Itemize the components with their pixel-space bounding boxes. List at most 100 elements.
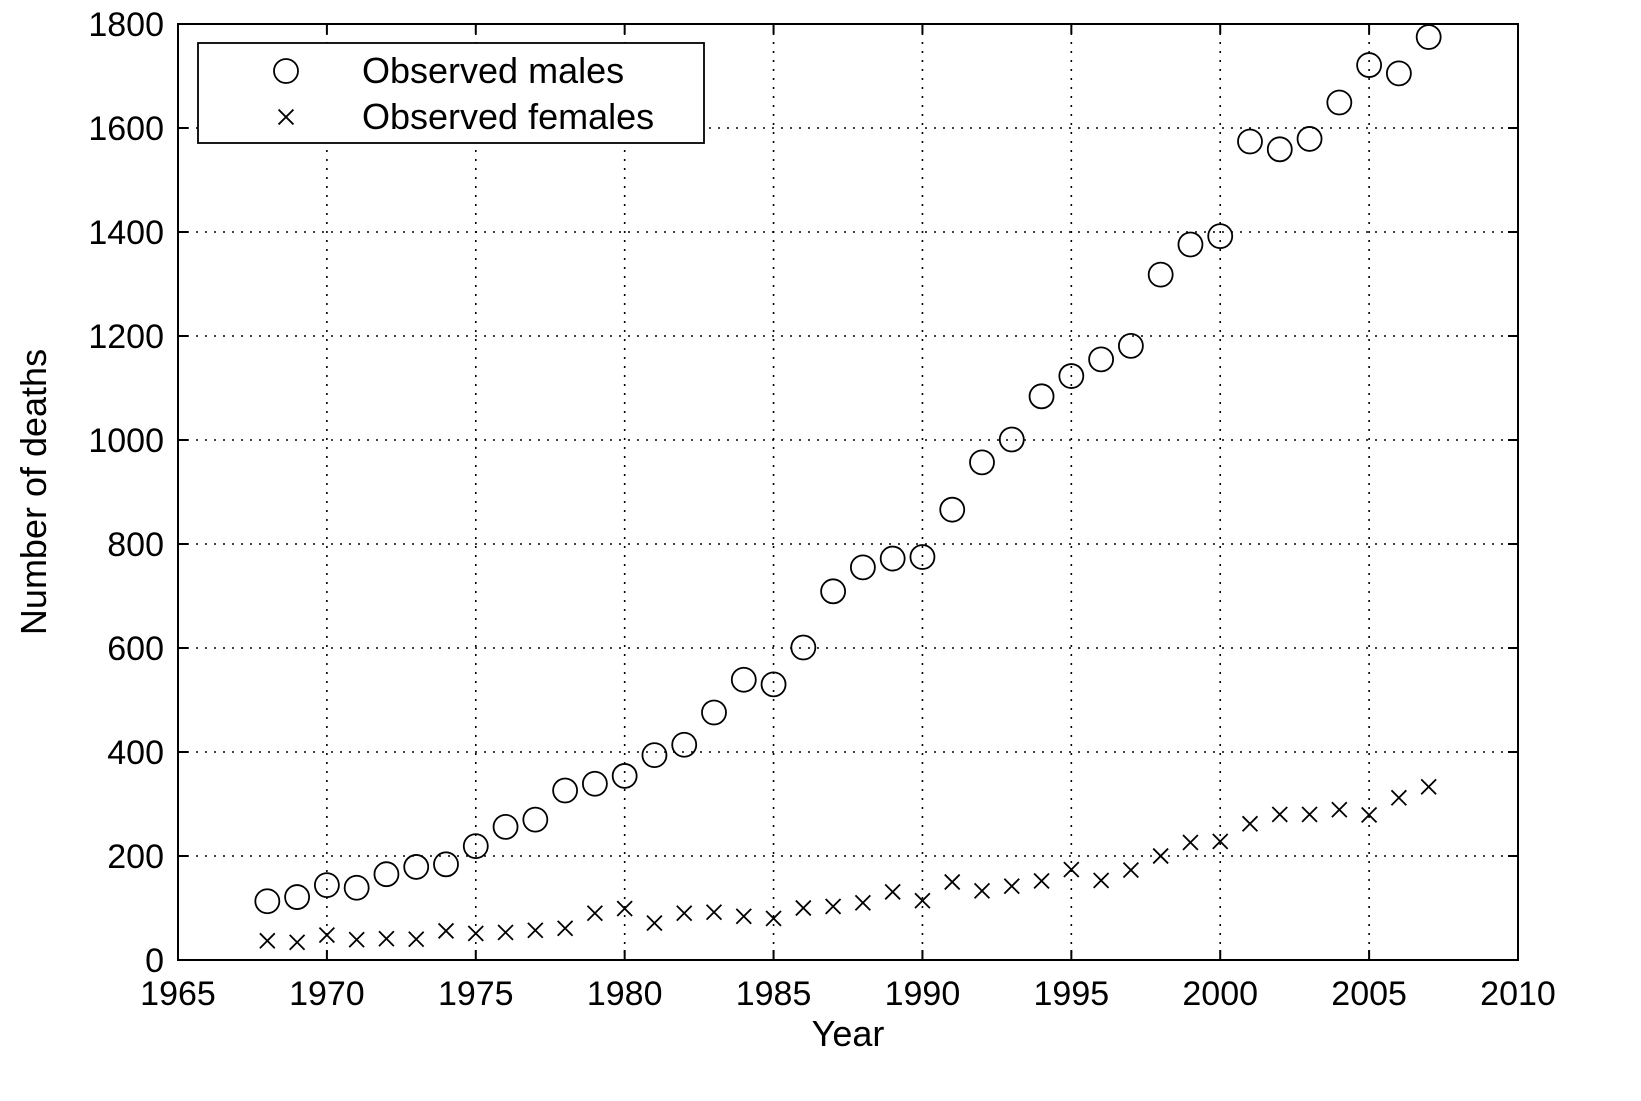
male-point <box>1415 24 1442 50</box>
male-point <box>492 813 519 840</box>
female-point <box>884 883 901 900</box>
male-point <box>522 806 549 833</box>
male-point <box>403 854 430 880</box>
y-tick-label: 1600 <box>88 110 164 148</box>
female-point <box>705 904 723 921</box>
male-point <box>433 851 459 878</box>
legend-marker-circle <box>273 58 299 84</box>
male-point <box>343 874 370 901</box>
female-point <box>854 894 871 911</box>
male-point <box>939 496 966 523</box>
male-point <box>1058 363 1085 389</box>
x-tick-label: 2005 <box>1331 975 1407 1013</box>
male-point <box>581 770 608 797</box>
female-point <box>318 926 335 944</box>
y-tick-label: 400 <box>107 734 164 772</box>
data-marks <box>254 24 1442 951</box>
male-point <box>462 833 489 860</box>
male-point <box>1177 231 1204 258</box>
female-point <box>557 920 574 937</box>
female-point <box>1241 815 1259 832</box>
legend-entry-label: Observed females <box>362 96 654 137</box>
series-circle <box>254 24 1442 915</box>
female-point <box>1390 789 1407 806</box>
male-point <box>552 777 579 804</box>
x-tick-label: 1970 <box>289 975 365 1013</box>
female-point <box>676 905 693 922</box>
x-tick-label: 2000 <box>1182 975 1258 1013</box>
male-point <box>998 426 1025 453</box>
x-tick-label: 1995 <box>1034 975 1110 1013</box>
female-point <box>586 905 603 922</box>
x-tick-label: 1980 <box>587 975 663 1013</box>
female-point <box>1122 861 1139 879</box>
male-point <box>879 545 906 572</box>
y-tick-label: 200 <box>107 838 164 876</box>
female-point <box>735 908 752 925</box>
female-point <box>1063 861 1080 878</box>
female-point <box>944 873 961 891</box>
female-point <box>1003 878 1020 895</box>
y-axis-label: Number of deaths <box>13 349 54 635</box>
male-point <box>730 666 757 693</box>
y-tick-label: 0 <box>145 942 164 980</box>
male-point <box>1237 128 1263 155</box>
x-tick-label: 2010 <box>1480 975 1556 1013</box>
female-point <box>1033 872 1050 890</box>
female-point <box>1420 778 1437 795</box>
male-point <box>1117 332 1144 359</box>
y-tick-label: 800 <box>107 526 164 564</box>
male-point <box>1028 383 1055 410</box>
male-point <box>1266 136 1293 163</box>
male-point <box>611 763 638 789</box>
male-point <box>641 742 668 769</box>
female-point <box>527 922 544 939</box>
female-point <box>1212 833 1229 850</box>
male-point <box>849 554 876 581</box>
male-point <box>1385 60 1412 87</box>
x-axis-label: Year <box>812 1013 885 1054</box>
female-point <box>1361 806 1378 823</box>
grid <box>178 24 1518 960</box>
male-point <box>1088 346 1115 373</box>
y-tick-label: 1200 <box>88 318 164 356</box>
female-point <box>259 932 276 949</box>
female-point <box>467 925 484 942</box>
female-point <box>973 882 991 899</box>
y-tick-label: 1400 <box>88 214 164 252</box>
male-point <box>254 888 281 915</box>
female-point <box>289 934 306 951</box>
male-point <box>671 731 698 758</box>
male-point <box>760 671 787 698</box>
female-point <box>1182 834 1199 851</box>
male-point <box>313 872 340 899</box>
female-point <box>914 892 931 909</box>
female-point <box>378 930 395 947</box>
axis-ticks: 1965 1970 1975 1980 1985 1990 1995 2000 2005 2010… <box>88 6 1555 1013</box>
female-point <box>1093 872 1110 889</box>
x-tick-label: 1965 <box>140 975 216 1013</box>
female-point <box>1331 801 1348 818</box>
legend-entry-label: Observed males <box>362 50 624 91</box>
female-point <box>646 915 663 932</box>
male-point <box>969 449 995 476</box>
male-point <box>1147 261 1174 288</box>
female-point <box>795 899 812 917</box>
x-tick-label: 1990 <box>885 975 961 1013</box>
female-point <box>437 922 455 939</box>
male-point <box>1296 126 1323 152</box>
legend-marker-cross <box>277 108 295 126</box>
female-point <box>408 931 425 948</box>
female-point <box>765 910 782 927</box>
female-point <box>1271 806 1288 823</box>
y-tick-label: 600 <box>107 630 164 668</box>
y-tick-label: 1000 <box>88 422 164 460</box>
male-point <box>284 884 311 910</box>
male-point <box>820 578 847 605</box>
male-point <box>1326 89 1353 116</box>
series-cross <box>259 778 1437 951</box>
male-point <box>701 699 727 726</box>
x-tick-label: 1985 <box>736 975 812 1013</box>
female-point <box>616 900 633 917</box>
